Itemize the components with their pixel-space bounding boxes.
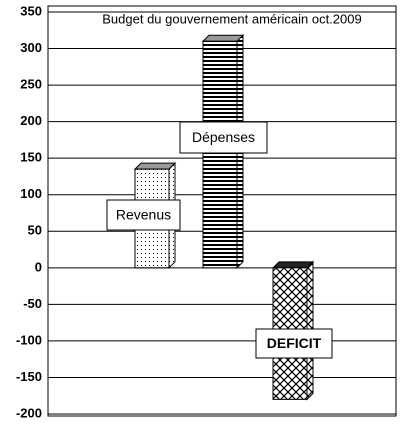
y-tick-label: 200: [20, 113, 42, 128]
y-tick-label: 300: [20, 40, 42, 55]
y-tick-label: -200: [16, 405, 42, 420]
bar-top: [201, 34, 245, 42]
y-tick-label: 0: [35, 259, 42, 274]
category-label: Revenus: [116, 207, 171, 223]
bar-top: [133, 162, 177, 170]
category-label: Dépenses: [192, 129, 255, 145]
y-tick-label: 100: [20, 186, 42, 201]
label-box: [179, 121, 268, 154]
y-tick-label: 150: [20, 150, 42, 165]
label-box: [106, 199, 181, 231]
label-box: [255, 328, 333, 359]
y-tick-label: 350: [20, 3, 42, 18]
y-tick-label: 50: [28, 223, 42, 238]
bar: [202, 40, 238, 269]
y-tick-label: -50: [23, 296, 42, 311]
category-label: DEFICIT: [267, 335, 322, 351]
y-tick-label: 250: [20, 77, 42, 92]
y-tick-label: -150: [16, 369, 42, 384]
y-tick-label: -100: [16, 332, 42, 347]
bar-top: [271, 261, 315, 269]
chart-title: Budget du gouvernement américain oct.200…: [102, 11, 361, 26]
